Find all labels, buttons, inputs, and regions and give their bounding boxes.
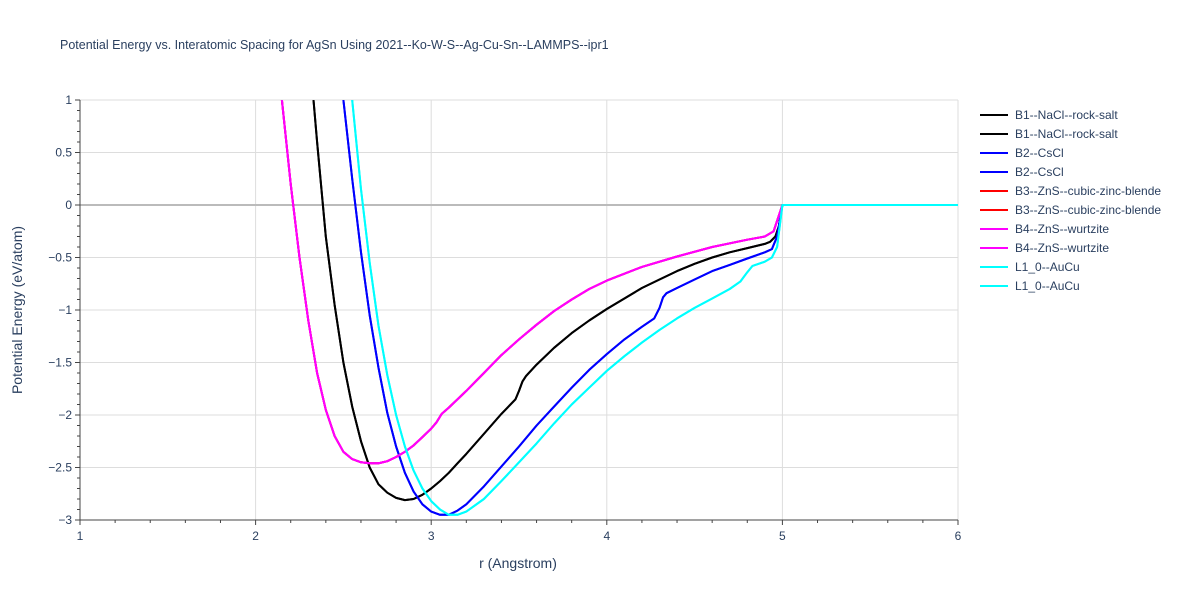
legend-swatch [980, 208, 1008, 211]
grid-lines [79, 99, 959, 521]
series-line-7 [280, 100, 958, 465]
series-line-1 [312, 100, 958, 502]
y-tick-label: −0.5 [48, 251, 72, 265]
y-tick-label: −2 [58, 408, 72, 422]
legend-item[interactable]: B4--ZnS--wurtzite [980, 238, 1161, 257]
y-tick-label: 0 [65, 198, 72, 212]
legend-label: B3--ZnS--cubic-zinc-blende [1015, 183, 1162, 198]
legend-swatch [980, 151, 1008, 154]
legend-label: B4--ZnS--wurtzite [1015, 221, 1110, 236]
legend-item[interactable]: B4--ZnS--wurtzite [980, 219, 1161, 238]
series-line-9 [351, 100, 958, 516]
y-axis-label: Potential Energy (eV/atom) [9, 226, 25, 394]
legend-item[interactable]: B2--CsCl [980, 162, 1161, 181]
legend-item[interactable]: B3--ZnS--cubic-zinc-blende [980, 181, 1161, 200]
legend-swatch [980, 132, 1008, 135]
legend-label: B2--CsCl [1015, 164, 1064, 179]
y-tick-label: 0.5 [55, 146, 72, 160]
legend-label: L1_0--AuCu [1015, 278, 1080, 293]
x-tick-label: 2 [252, 529, 259, 543]
series-line-5 [280, 100, 958, 465]
legend-swatch [980, 170, 1008, 173]
legend: B1--NaCl--rock-salt B1--NaCl--rock-salt B2… [980, 105, 1161, 295]
series-layer [280, 100, 958, 516]
series-line-8 [351, 100, 958, 516]
series-line-2 [342, 100, 958, 516]
legend-swatch [980, 227, 1008, 230]
y-tick-label: −1.5 [48, 356, 72, 370]
x-tick-label: 1 [77, 529, 84, 543]
x-tick-label: 3 [428, 529, 435, 543]
chart-title: Potential Energy vs. Interatomic Spacing… [60, 38, 609, 52]
legend-label: B4--ZnS--wurtzite [1015, 240, 1110, 255]
series-line-6 [280, 100, 958, 465]
y-tick-label: 1 [65, 93, 72, 107]
series-line-4 [280, 100, 958, 465]
legend-item[interactable]: L1_0--AuCu [980, 257, 1161, 276]
legend-swatch [980, 284, 1008, 287]
x-tick-label: 5 [779, 529, 786, 543]
legend-label: B2--CsCl [1015, 145, 1064, 160]
legend-item[interactable]: B1--NaCl--rock-salt [980, 105, 1161, 124]
y-tick-label: −1 [58, 303, 72, 317]
legend-item[interactable]: B2--CsCl [980, 143, 1161, 162]
legend-item[interactable]: L1_0--AuCu [980, 276, 1161, 295]
legend-item[interactable]: B3--ZnS--cubic-zinc-blende [980, 200, 1161, 219]
x-tick-label: 6 [955, 529, 962, 543]
series-line-0 [312, 100, 958, 502]
y-tick-label: −3 [58, 513, 72, 527]
x-tick-label: 4 [603, 529, 610, 543]
legend-item[interactable]: B1--NaCl--rock-salt [980, 124, 1161, 143]
x-axis-label: r (Angstrom) [479, 555, 557, 571]
legend-swatch [980, 189, 1008, 192]
legend-label: B1--NaCl--rock-salt [1015, 126, 1118, 141]
legend-swatch [980, 246, 1008, 249]
legend-swatch [980, 113, 1008, 116]
legend-label: B3--ZnS--cubic-zinc-blende [1015, 202, 1162, 217]
axes: 1 2 3 4 5 6 1 0.5 0 −0.5 −1 −1.5 −2 −2.5 −3 [48, 93, 961, 543]
y-tick-label: −2.5 [48, 461, 72, 475]
series-line-3 [342, 100, 958, 516]
legend-label: B1--NaCl--rock-salt [1015, 107, 1118, 122]
legend-swatch [980, 265, 1008, 268]
legend-label: L1_0--AuCu [1015, 259, 1080, 274]
